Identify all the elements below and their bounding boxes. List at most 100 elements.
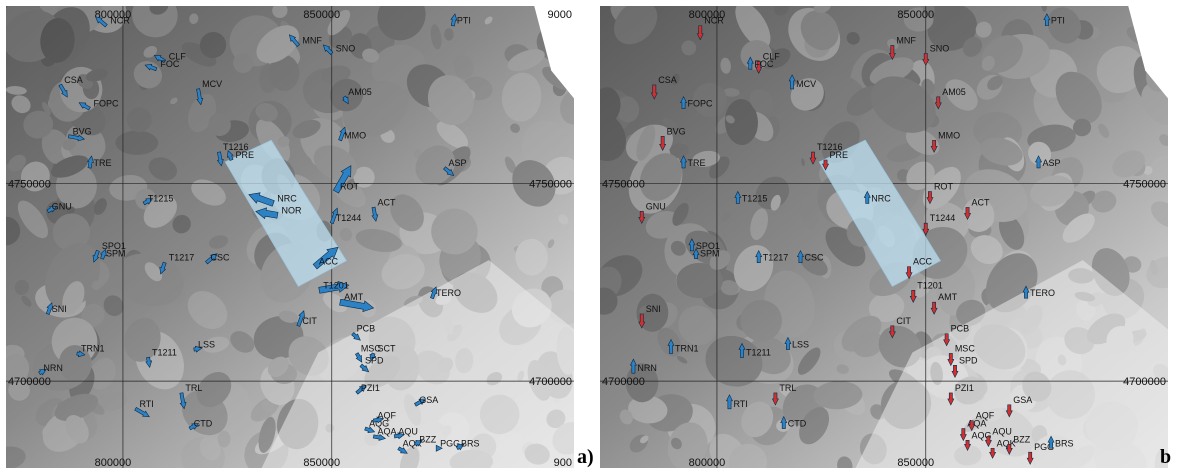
station-label: TRL bbox=[779, 383, 796, 393]
station-label: SPD bbox=[365, 355, 384, 365]
station-label: CSA bbox=[64, 75, 83, 85]
station-label: MSC bbox=[955, 343, 976, 353]
displacement-arrow-amt bbox=[339, 298, 375, 313]
displacement-arrow-pre bbox=[822, 159, 830, 171]
displacement-arrow-t1201 bbox=[318, 280, 350, 294]
station-label: BVG bbox=[73, 126, 92, 136]
displacement-arrow-pgg bbox=[435, 444, 443, 452]
displacement-arrow-t1211 bbox=[738, 342, 746, 358]
displacement-arrow-am05 bbox=[342, 95, 349, 105]
station-label: TRN1 bbox=[81, 343, 105, 353]
y-tick-right: 4750000 bbox=[529, 179, 572, 191]
station-label: T1215 bbox=[742, 193, 768, 203]
y-tick-right: 4700000 bbox=[529, 376, 572, 388]
station-label: GSA bbox=[1013, 395, 1032, 405]
station-label: T1216 bbox=[817, 142, 843, 152]
displacement-arrow-act bbox=[964, 207, 972, 221]
displacement-arrow-aqk bbox=[397, 446, 408, 454]
x-tick-bottom: 850000 bbox=[897, 457, 934, 468]
displacement-arrow-gsa bbox=[1005, 404, 1013, 418]
station-label: SPM bbox=[106, 249, 126, 259]
valley-shading bbox=[855, 260, 1168, 468]
displacement-arrow-t1201 bbox=[909, 290, 917, 303]
station-label: NOR bbox=[281, 205, 302, 215]
displacement-arrow-mcv bbox=[788, 74, 796, 90]
displacement-arrow-gnu bbox=[46, 205, 58, 214]
station-label: T1215 bbox=[148, 193, 174, 203]
station-label: NCR bbox=[704, 16, 724, 26]
displacement-arrow-acc bbox=[312, 246, 339, 270]
displacement-arrow-pti bbox=[450, 13, 458, 27]
no-data-area bbox=[534, 6, 574, 99]
valley-shading bbox=[261, 260, 574, 468]
station-label: ACC bbox=[913, 257, 933, 267]
displacement-arrow-pcb bbox=[351, 332, 361, 341]
displacement-arrow-sni bbox=[45, 302, 53, 315]
x-tick-top: 850000 bbox=[303, 9, 340, 21]
station-label: ASP bbox=[1043, 158, 1061, 168]
displacement-arrow-gsa bbox=[414, 398, 427, 407]
displacement-arrow-t1244 bbox=[922, 222, 930, 236]
station-label: NRC bbox=[871, 193, 891, 203]
station-label: PCB bbox=[951, 324, 970, 334]
displacement-arrow-trn1 bbox=[76, 350, 86, 358]
displacement-arrow-csa bbox=[58, 83, 68, 98]
station-label: FOPC bbox=[688, 99, 714, 109]
displacement-arrow-mcv bbox=[196, 88, 204, 106]
displacement-arrow-csc bbox=[205, 253, 218, 265]
displacement-arrow-asp bbox=[443, 166, 455, 177]
displacement-arrow-t1211 bbox=[145, 356, 153, 368]
station-label: RTI bbox=[139, 399, 153, 409]
displacement-arrow-trl bbox=[179, 392, 187, 410]
station-label: SNO bbox=[336, 43, 356, 53]
displacement-arrow-ctd bbox=[188, 423, 200, 431]
station-label: TERO bbox=[1030, 288, 1055, 298]
station-label: MCV bbox=[202, 79, 222, 89]
map-panel-a: 800000 850000 9000 800000 850000 900 4750000 47… bbox=[6, 6, 574, 468]
station-label: LSS bbox=[792, 340, 809, 350]
x-tick-bottom: 900 bbox=[554, 457, 572, 468]
station-label: AMT bbox=[344, 292, 364, 302]
x-tick-top: 800000 bbox=[689, 9, 726, 21]
station-label: PZI1 bbox=[955, 383, 974, 393]
station-label: T1216 bbox=[223, 142, 249, 152]
displacement-arrow-spm bbox=[100, 248, 107, 260]
displacement-arrow-tero bbox=[1022, 285, 1030, 299]
panel-label-a: a) bbox=[577, 446, 594, 468]
y-tick-left: 4700000 bbox=[8, 376, 51, 388]
station-label: AM05 bbox=[942, 87, 966, 97]
station-label: T1201 bbox=[323, 280, 349, 290]
displacement-arrow-nrc bbox=[863, 190, 871, 204]
displacement-arrow-tero bbox=[430, 286, 438, 300]
station-label: LSS bbox=[198, 340, 215, 350]
map-a-svg: 800000 850000 9000 800000 850000 900 4750000 47… bbox=[6, 6, 574, 468]
map-panel-b: 800000 850000 800000 850000 4750000 4700000 47… bbox=[600, 6, 1168, 468]
station-label: CTD bbox=[788, 419, 807, 429]
displacement-arrow-spd bbox=[951, 365, 959, 379]
x-tick-bottom: 800000 bbox=[689, 457, 726, 468]
station-label: CLF bbox=[169, 51, 187, 61]
displacement-arrow-nrc bbox=[248, 192, 275, 207]
station-label: NRN bbox=[43, 363, 63, 373]
station-label: MMO bbox=[938, 130, 960, 140]
displacement-arrow-tre bbox=[680, 155, 688, 169]
station-label: TRE bbox=[688, 158, 706, 168]
displacement-arrow-t1215 bbox=[142, 198, 154, 206]
displacement-arrow-clf bbox=[153, 54, 166, 64]
displacement-arrow-mnf bbox=[888, 45, 896, 61]
displacement-arrow-rot bbox=[332, 165, 352, 194]
station-label: PGG bbox=[440, 438, 460, 448]
station-label: MSC bbox=[361, 343, 382, 353]
station-label: NRC bbox=[277, 193, 297, 203]
displacement-arrow-spm bbox=[692, 248, 700, 260]
y-tick-right: 4700000 bbox=[1123, 376, 1166, 388]
station-label: CTD bbox=[194, 419, 213, 429]
displacement-arrow-nrn bbox=[38, 368, 47, 376]
displacement-arrow-foc bbox=[746, 56, 754, 70]
displacement-arrow-ctd bbox=[780, 415, 788, 429]
station-label: SPO1 bbox=[102, 241, 126, 251]
displacement-arrow-aqf bbox=[968, 420, 976, 432]
station-label: MMO bbox=[344, 130, 366, 140]
station-label: MNF bbox=[896, 35, 916, 45]
station-label: SNO bbox=[930, 43, 950, 53]
